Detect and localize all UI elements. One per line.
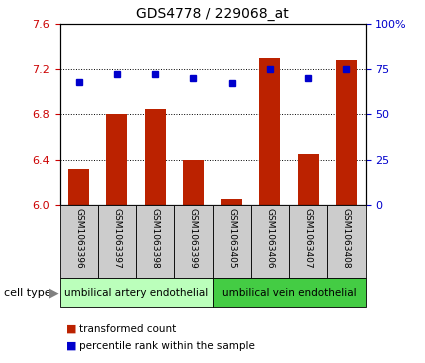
Bar <box>221 199 242 205</box>
Bar <box>106 114 128 205</box>
Text: transformed count: transformed count <box>79 323 176 334</box>
Title: GDS4778 / 229068_at: GDS4778 / 229068_at <box>136 7 289 21</box>
Bar <box>60 205 98 278</box>
Bar <box>212 278 366 307</box>
Bar <box>327 205 366 278</box>
Text: GSM1063406: GSM1063406 <box>265 208 275 269</box>
Bar <box>174 205 212 278</box>
Text: percentile rank within the sample: percentile rank within the sample <box>79 341 255 351</box>
Text: GSM1063396: GSM1063396 <box>74 208 83 269</box>
Text: GSM1063399: GSM1063399 <box>189 208 198 269</box>
Text: GSM1063408: GSM1063408 <box>342 208 351 269</box>
Bar <box>289 205 327 278</box>
Text: GSM1063407: GSM1063407 <box>303 208 313 269</box>
Text: ■: ■ <box>66 341 76 351</box>
Bar <box>60 278 212 307</box>
Bar <box>259 58 280 205</box>
Text: umbilical vein endothelial: umbilical vein endothelial <box>222 287 356 298</box>
Text: GSM1063397: GSM1063397 <box>112 208 122 269</box>
Bar <box>68 169 89 205</box>
Bar <box>98 205 136 278</box>
Bar <box>251 205 289 278</box>
Text: umbilical artery endothelial: umbilical artery endothelial <box>64 287 208 298</box>
Bar <box>212 205 251 278</box>
Text: ■: ■ <box>66 323 76 334</box>
Text: GSM1063405: GSM1063405 <box>227 208 236 269</box>
Bar <box>183 160 204 205</box>
Bar <box>136 205 174 278</box>
Text: cell type: cell type <box>4 287 52 298</box>
Bar <box>298 154 319 205</box>
Text: GSM1063398: GSM1063398 <box>150 208 160 269</box>
Bar <box>144 109 166 205</box>
Bar <box>336 60 357 205</box>
Text: ▶: ▶ <box>49 286 59 299</box>
